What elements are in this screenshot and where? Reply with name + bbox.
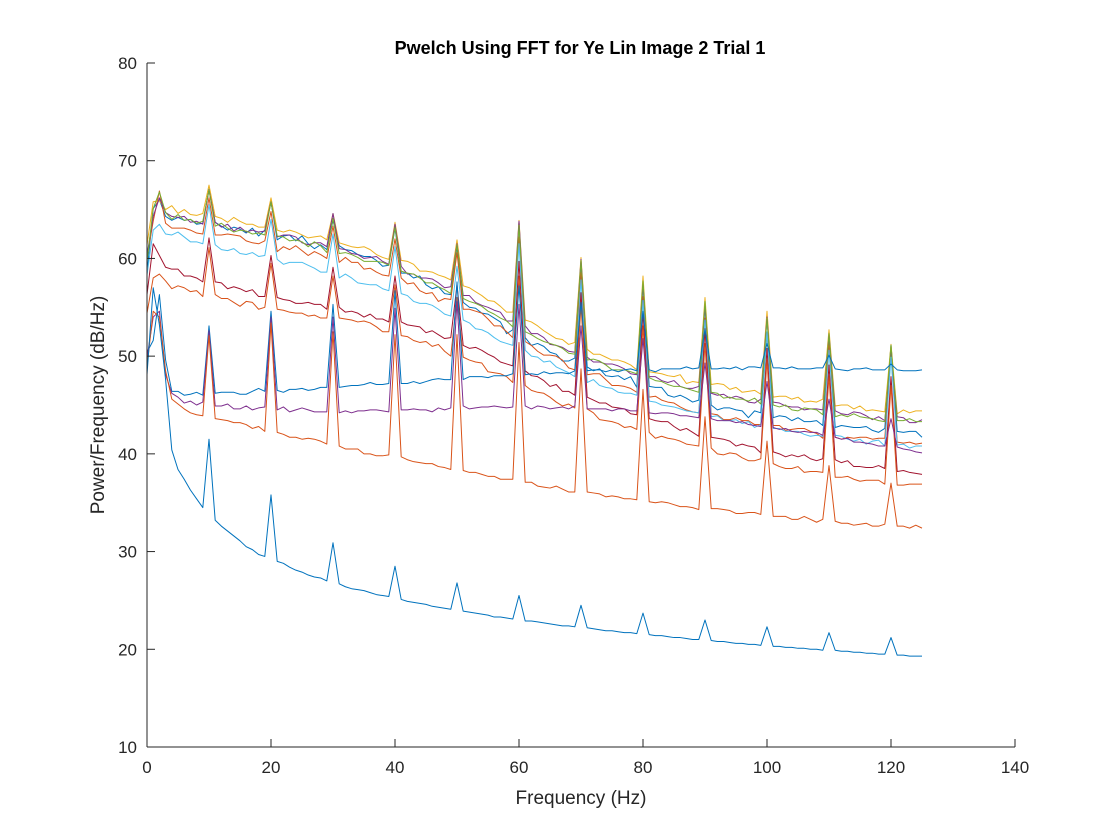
series-line-10 [147,300,923,454]
y-ticks: 10 20 30 40 50 60 70 80 [118,54,155,757]
chart-title: Pwelch Using FFT for Ye Lin Image 2 Tria… [395,38,766,58]
y-tick-label: 80 [118,54,137,73]
series-line-8 [147,247,922,486]
y-tick-label: 60 [118,249,137,268]
x-tick-label: 120 [877,758,905,777]
series-line-5 [147,189,922,423]
series-layer [147,184,923,657]
x-tick-label: 80 [634,758,653,777]
series-line-11 [147,310,923,529]
x-tick-label: 140 [1001,758,1029,777]
series-line-12 [147,287,922,657]
series-line-9 [147,281,923,396]
series-line-2 [147,190,923,445]
axes [146,63,1015,748]
x-tick-label: 60 [510,758,529,777]
x-tick-label: 40 [386,758,405,777]
y-tick-label: 50 [118,347,137,366]
y-tick-label: 30 [118,543,137,562]
y-tick-label: 70 [118,152,137,171]
y-tick-label: 10 [118,738,137,757]
y-tick-label: 40 [118,445,137,464]
x-tick-label: 100 [753,758,781,777]
x-tick-label: 20 [262,758,281,777]
y-tick-label: 20 [118,640,137,659]
x-tick-label: 0 [142,758,151,777]
series-line-3 [147,184,922,415]
series-line-7 [147,237,923,475]
x-axis-label: Frequency (Hz) [516,788,647,809]
y-axis-label: Power/Frequency (dB/Hz) [88,296,109,515]
x-ticks: 0 20 40 60 80 100 120 140 [142,739,1029,777]
